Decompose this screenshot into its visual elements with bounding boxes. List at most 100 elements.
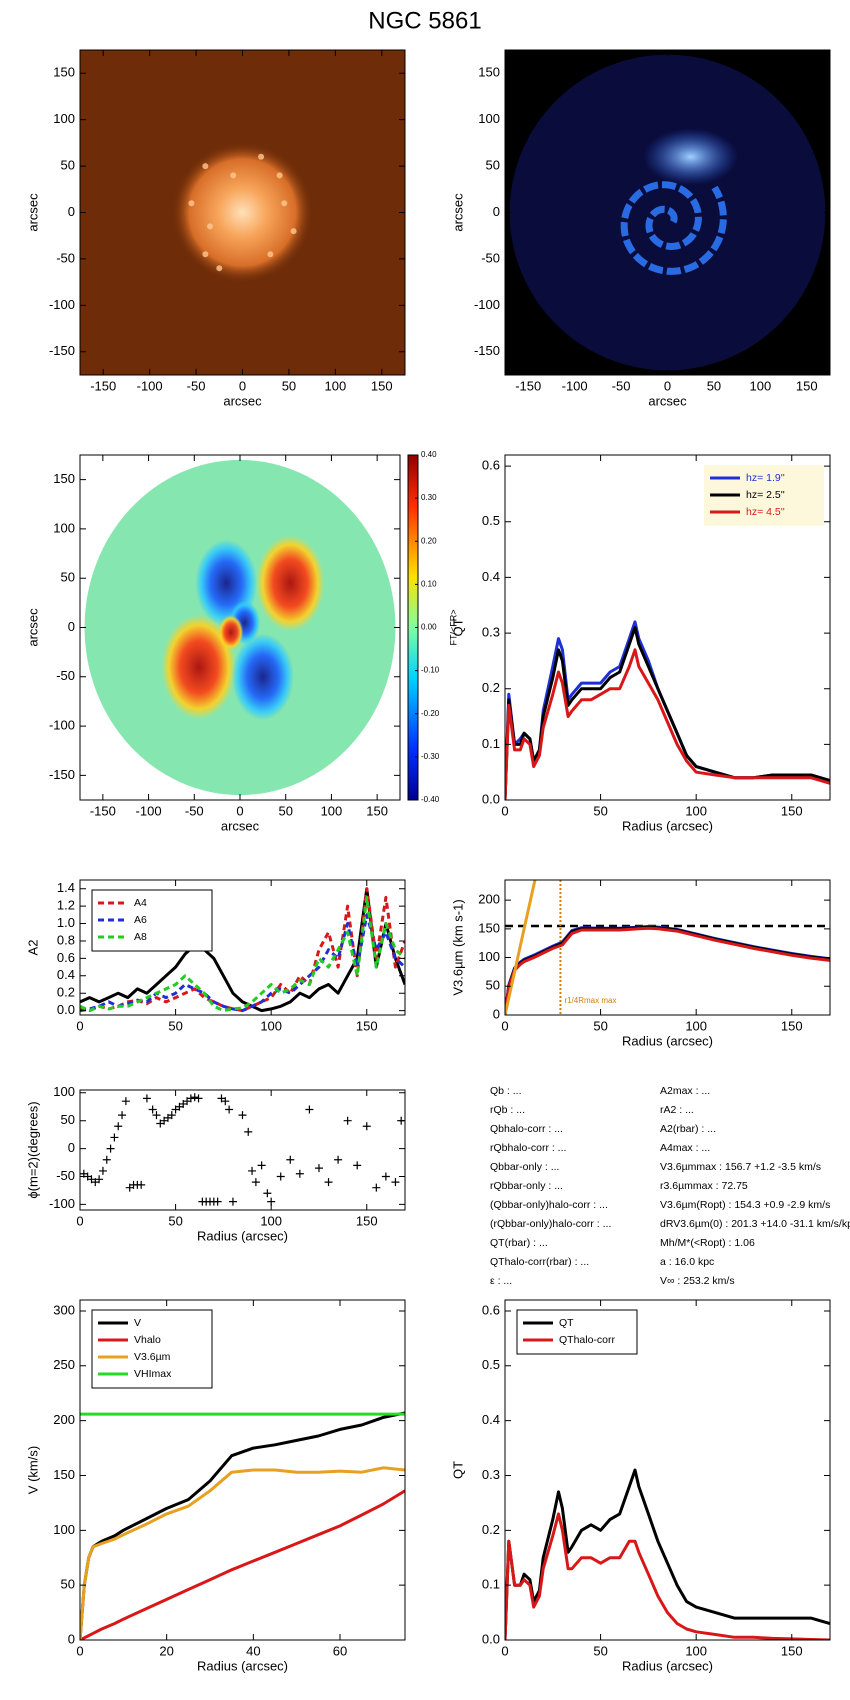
force-blob: [256, 535, 325, 632]
colorbar-label: FT/<FR>: [448, 609, 458, 645]
point: [98, 1166, 107, 1175]
point: [286, 1155, 295, 1164]
series-line: [80, 1489, 405, 1640]
y-tick-label: -50: [56, 1168, 75, 1183]
colorbar-tick-label: -0.30: [421, 752, 440, 761]
x-tick-label: 20: [159, 1643, 173, 1658]
knot: [281, 200, 288, 207]
y-tick-label: 0.0: [482, 791, 500, 806]
x-tick-label: -50: [612, 378, 631, 393]
point: [148, 1105, 157, 1114]
parameter: V3.6µmmax : 156.7 +1.2 -3.5 km/s: [660, 1161, 821, 1173]
point: [314, 1164, 323, 1173]
point: [244, 1127, 253, 1136]
x-tick-label: 50: [278, 803, 292, 818]
x-tick-label: 50: [168, 1018, 182, 1033]
x-tick-label: -100: [136, 803, 162, 818]
y-tick-label: -150: [49, 767, 75, 782]
colorbar-tick-label: 0.20: [421, 536, 437, 545]
x-tick-label: 0: [501, 1643, 508, 1658]
series-line: [80, 913, 405, 1013]
y-tick-label: -50: [56, 668, 75, 683]
plot-area: [80, 50, 405, 375]
axes-frame: [79, 1089, 406, 1211]
point: [152, 1111, 161, 1120]
legend-label: V3.6µm: [134, 1351, 171, 1363]
x-tick-label: 0: [76, 1643, 83, 1658]
point: [372, 1183, 381, 1192]
colorbar-tick-label: -0.20: [421, 709, 440, 718]
axes-frame: [504, 879, 831, 1016]
plot-area: [80, 887, 405, 1013]
point: [362, 1122, 371, 1131]
y-tick-label: 150: [53, 1467, 75, 1482]
legend-label: hz= 4.5'': [746, 506, 785, 518]
panel: 0 50 100 150 0.0 0.2 0.4 0.6 0.8 1.0 1.2 1.4 A2 A4 A6 A…: [25, 879, 406, 1033]
knot: [188, 200, 195, 207]
y-tick-label: 150: [478, 65, 500, 80]
point: [238, 1111, 247, 1120]
x-tick-label: 50: [168, 1213, 182, 1228]
point: [221, 1097, 230, 1106]
colorbar-tick-label: -0.40: [421, 795, 440, 804]
x-tick-label: 100: [321, 803, 343, 818]
y-tick-label: 150: [478, 920, 500, 935]
x-tick-label: -150: [515, 378, 541, 393]
point: [167, 1111, 176, 1120]
legend-box: [516, 1309, 638, 1355]
series-line: [505, 925, 830, 1015]
parameter: V∞ : 253.2 km/s: [660, 1275, 735, 1287]
x-axis-label: arcsec: [223, 393, 262, 408]
y-tick-label: 0.1: [482, 1577, 500, 1592]
parameter: QT(rbar) : ...: [490, 1237, 548, 1249]
y-tick-label: 0.2: [482, 1522, 500, 1537]
parameter: rA2 : ...: [660, 1104, 694, 1116]
parameter: Qbbar-only : ...: [490, 1161, 559, 1173]
point: [251, 1178, 260, 1187]
x-axis-label: Radius (arcsec): [622, 1658, 713, 1673]
parameter: QThalo-corr(rbar) : ...: [490, 1256, 589, 1268]
panel: 0.40 0.30 0.20 0.10 0.00 -0.10 -0.20 -0.30 -0.40…: [25, 450, 458, 833]
y-tick-label: 0.1: [482, 736, 500, 751]
point: [110, 1133, 119, 1142]
point: [225, 1105, 234, 1114]
x-tick-label: -100: [137, 378, 163, 393]
y-axis-label: V (km/s): [25, 1446, 40, 1494]
legend-label: hz= 1.9'': [746, 472, 785, 484]
legend-label: A8: [134, 931, 147, 943]
knot: [258, 153, 265, 160]
series-line: [505, 926, 830, 1015]
axes-frame: [79, 1299, 406, 1641]
parameter: A2max : ...: [660, 1085, 710, 1097]
panel: 0 50 100 150 0.0 0.1 0.2 0.3 0.4 0.5 0.6 Radius (ar…: [450, 454, 831, 833]
parameter: dRV3.6µm(0) : 201.3 +14.0 -31.1 km/s/kpc: [660, 1218, 850, 1230]
x-axis-label: Radius (arcsec): [197, 1228, 288, 1243]
y-tick-label: 0.5: [482, 1357, 500, 1372]
parameter: ε : ...: [490, 1275, 512, 1287]
colorbar-tick-label: 0.30: [421, 493, 437, 502]
plot-area: [505, 620, 830, 800]
x-tick-label: 50: [593, 1643, 607, 1658]
x-tick-label: 0: [76, 1213, 83, 1228]
point: [137, 1180, 146, 1189]
point: [194, 1094, 203, 1103]
y-axis-label: V3.6µm (km s-1): [450, 899, 465, 995]
x-tick-label: 100: [750, 378, 772, 393]
x-axis-label: Radius (arcsec): [622, 1033, 713, 1048]
y-tick-label: 50: [61, 158, 75, 173]
y-tick-label: -50: [481, 250, 500, 265]
legend-label: A6: [134, 914, 147, 926]
x-tick-label: 50: [593, 1018, 607, 1033]
y-tick-label: 50: [486, 158, 500, 173]
y-tick-label: 0.6: [482, 458, 500, 473]
knot: [290, 228, 297, 235]
point: [186, 1094, 195, 1103]
disk: [509, 54, 826, 371]
x-tick-label: 100: [685, 1018, 707, 1033]
y-tick-label: -100: [474, 297, 500, 312]
y-tick-label: 0: [68, 1140, 75, 1155]
y-tick-label: 100: [53, 1084, 75, 1099]
y-tick-label: 0: [493, 204, 500, 219]
parameter: (rQbbar-only)halo-corr : ...: [490, 1218, 611, 1230]
x-tick-label: 50: [593, 803, 607, 818]
